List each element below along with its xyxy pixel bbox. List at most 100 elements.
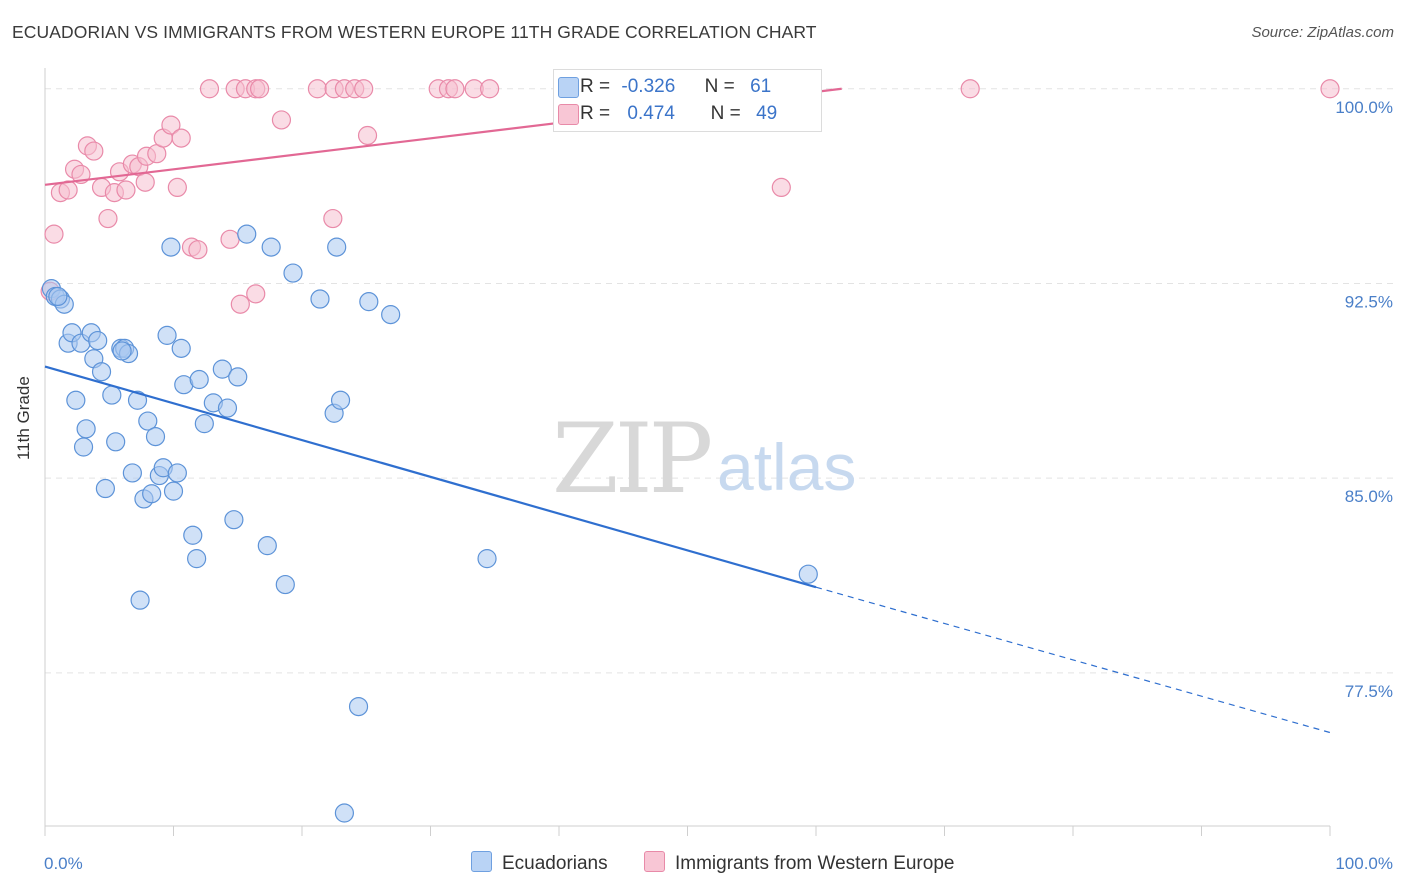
legend-swatch-blue [558,77,579,98]
y-tick-label: 100.0% [1335,98,1393,117]
data-point-western-europe [220,229,240,249]
legend-label-ecuadorians: Ecuadorians [502,853,608,874]
axes [44,68,1331,836]
data-point-ecuadorian [275,574,295,595]
data-point-ecuadorian [283,263,303,283]
data-point-ecuadorian [102,385,122,405]
trend-line-ecuadorians [44,365,817,589]
data-point-ecuadorian [138,411,158,431]
data-point-western-europe [44,224,64,244]
correlation-legend: R = -0.326 N = 61 R = 0.474 N = 49 [553,69,822,132]
data-point-western-europe [960,79,980,99]
data-point-ecuadorian [66,390,86,410]
data-point-western-europe [271,110,292,130]
data-point-ecuadorian [127,390,148,410]
data-point-ecuadorian [130,590,150,610]
data-point-western-europe [161,115,181,135]
y-tick-labels: 100.0% 92.5% 85.0% 77.5% [1335,98,1393,701]
data-point-ecuadorian [73,437,94,457]
data-point-western-europe [230,294,250,314]
legend-swatch-ecuadorians [471,851,492,872]
legend-item-western-europe: Immigrants from Western Europe [644,851,954,875]
data-point-ecuadorian [122,463,142,483]
data-point-ecuadorian [381,305,401,325]
legend-n-label: N = [710,103,741,124]
data-point-western-europe [135,172,155,192]
legend-label-western-europe: Immigrants from Western Europe [675,853,955,874]
data-point-ecuadorian [348,696,369,717]
data-point-ecuadorian [359,292,379,312]
data-point-ecuadorian [171,338,191,358]
legend-row-ecuadorians: R = -0.326 N = 61 [580,76,771,98]
gridlines [45,88,1394,674]
data-point-western-europe [98,208,118,229]
legend-r-value: 0.474 [627,103,675,124]
data-point-ecuadorian [237,224,257,244]
data-point-ecuadorian [194,414,214,434]
legend-n-value: 49 [756,103,778,124]
data-point-western-europe [771,177,791,198]
legend-swatch-western-europe [644,851,665,872]
data-point-ecuadorian [187,549,207,569]
data-point-western-europe [188,240,208,260]
data-point-ecuadorian [157,325,177,345]
chart-source: Source: ZipAtlas.com [1251,24,1394,41]
data-point-ecuadorian [798,564,818,584]
chart-title: ECUADORIAN VS IMMIGRANTS FROM WESTERN EU… [12,22,817,42]
data-point-western-europe [445,79,465,99]
y-tick-label: 85.0% [1345,487,1393,506]
trend-line-ecuadorians-extrapolated [815,586,1331,734]
data-point-western-europe [116,180,136,200]
data-point-ecuadorian [91,362,112,382]
data-point-ecuadorian [183,525,203,545]
data-point-ecuadorian [163,481,184,501]
data-point-ecuadorian [161,237,181,257]
data-point-ecuadorian [212,359,232,379]
watermark-zip: ZIP [552,403,711,515]
legend-swatch-pink [558,104,579,125]
legend-r-label: R = [580,103,611,124]
x-tick-label: 100.0% [1335,854,1393,873]
legend-row-western-europe: R = 0.474 N = 49 [580,103,777,125]
data-point-ecuadorian [327,237,347,257]
data-point-western-europe [246,284,266,304]
data-point-ecuadorian [330,390,351,410]
data-point-ecuadorian [217,398,238,418]
data-point-western-europe [307,79,328,99]
data-point-western-europe [84,141,104,161]
data-point-ecuadorian [189,369,209,390]
data-point-ecuadorian [167,463,187,483]
data-point-western-europe [354,79,374,99]
legend-n-value: 61 [750,76,772,97]
watermark: ZIP atlas [552,403,856,515]
legend-n-label: N = [704,76,735,97]
series-ecuadorians-points [41,224,818,823]
data-point-ecuadorian [88,330,108,351]
data-point-ecuadorian [261,237,281,257]
legend-r-label: R = [580,76,611,97]
legend-item-ecuadorians: Ecuadorians [471,851,608,875]
watermark-atlas: atlas [717,430,856,504]
data-point-ecuadorian [257,536,277,556]
y-tick-label: 77.5% [1345,682,1393,701]
data-point-ecuadorian [310,289,330,309]
data-point-ecuadorian [48,286,68,307]
data-point-ecuadorian [334,803,355,823]
data-point-western-europe [480,79,500,99]
data-point-western-europe [171,128,191,148]
x-tick-label: 0.0% [44,854,83,873]
data-point-ecuadorian [76,419,96,439]
data-point-ecuadorian [228,367,248,387]
data-point-ecuadorian [112,341,132,361]
data-point-western-europe [357,125,378,146]
data-point-ecuadorian [477,549,497,569]
data-point-western-europe [199,79,220,99]
data-point-western-europe [323,208,343,229]
x-tick-labels: 0.0% 100.0% [44,854,1393,873]
data-point-ecuadorian [142,484,162,504]
data-point-ecuadorian [224,510,244,530]
data-point-western-europe [249,79,270,99]
data-point-ecuadorian [106,432,126,452]
data-point-ecuadorian [95,478,115,499]
